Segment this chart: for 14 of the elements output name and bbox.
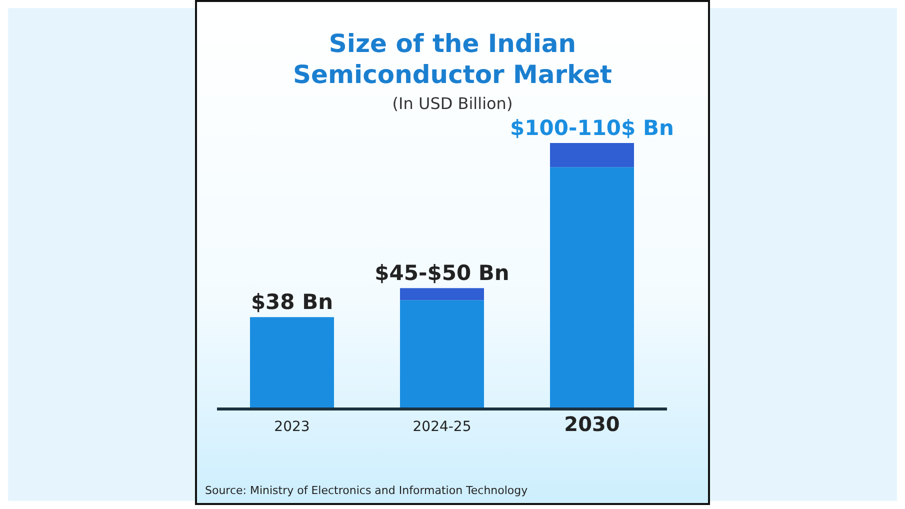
x-tick-label: 2023 <box>274 419 310 435</box>
bar <box>250 317 334 409</box>
x-tick-label: 2030 <box>564 412 620 436</box>
bar <box>550 167 634 409</box>
bar <box>550 143 634 168</box>
bar <box>400 300 484 409</box>
data-label: $45-$50 Bn <box>374 261 510 286</box>
x-tick-label: 2024-25 <box>412 419 472 435</box>
source-note: Source: Ministry of Electronics and Information Technology <box>205 484 528 497</box>
data-label: $38 Bn <box>250 290 334 314</box>
data-label: $100-110$ Bn <box>510 116 674 140</box>
chart-subtitle: (In USD Billion) <box>391 94 514 113</box>
bar <box>400 288 484 300</box>
chart-title: Size of the Indian Semiconductor Market <box>292 28 613 90</box>
